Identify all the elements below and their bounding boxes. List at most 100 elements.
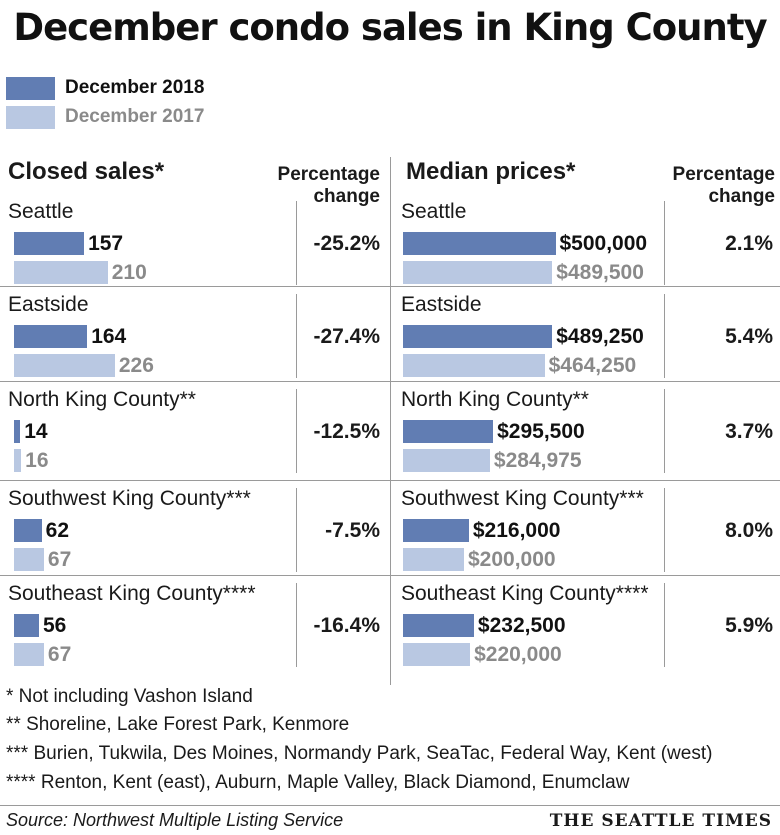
median-value-label-2017: $200,000 (468, 548, 556, 571)
median-value-label-2018: $500,000 (559, 232, 648, 255)
median-region-label: Seattle (401, 200, 467, 223)
closed-row-separator (0, 286, 390, 287)
closed-pct-divider (296, 201, 297, 285)
closed-value-label-2017: 67 (47, 548, 72, 571)
closed-bar-2017 (14, 449, 22, 472)
closed-region-label: Seattle (8, 200, 74, 223)
closed-value-label-2017: 16 (25, 449, 49, 472)
closed-bar-2017 (14, 643, 44, 666)
closed-row-separator (0, 480, 390, 481)
closed-value-label-2017: 67 (47, 643, 72, 666)
closed-bar-2017 (14, 548, 44, 571)
legend-item-2018: December 2018 (6, 76, 204, 100)
median-bar-2017 (403, 261, 553, 284)
closed-value-label-2018: 14 (24, 420, 48, 443)
closed-pct-heading-line2: change (313, 186, 380, 207)
legend-item-2017: December 2017 (6, 105, 204, 129)
median-pct-change: 3.7% (725, 420, 773, 443)
median-value-label-2017: $464,250 (548, 354, 637, 377)
median-region-label: Eastside (401, 293, 482, 316)
median-value-label-2017: $489,500 (556, 261, 644, 284)
median-bar-2017 (403, 449, 490, 472)
median-bar-2018 (403, 519, 469, 542)
closed-sales-heading: Closed sales* (8, 158, 165, 185)
median-pct-heading: Percentage change (655, 164, 775, 208)
median-prices-heading: Median prices* (406, 158, 576, 185)
closed-row-separator (0, 575, 390, 576)
source-note: Source: Northwest Multiple Listing Servi… (6, 810, 344, 830)
median-pct-divider (664, 488, 665, 572)
closed-value-label-2018: 56 (42, 614, 67, 637)
closed-pct-heading-line1: Percentage (277, 164, 380, 185)
median-region-label: Southwest King County*** (401, 487, 644, 510)
closed-value-label-2017: 226 (118, 354, 154, 377)
median-bar-2017 (403, 548, 464, 571)
legend-label-2017: December 2017 (65, 106, 205, 127)
median-bar-2018 (403, 325, 553, 348)
median-value-label-2017: $220,000 (474, 643, 562, 666)
closed-region-label: Southwest King County*** (8, 487, 251, 510)
closed-value-label-2018: 62 (45, 519, 70, 542)
footer-divider (0, 805, 780, 806)
closed-pct-change: -7.5% (325, 519, 380, 542)
footnote-4: **** Renton, Kent (east), Auburn, Maple … (6, 772, 630, 793)
legend-swatch-2017 (6, 105, 55, 129)
median-bar-2018 (403, 420, 494, 443)
closed-value-label-2018: 164 (91, 325, 127, 348)
closed-region-label: Southeast King County**** (8, 582, 256, 605)
closed-bar-2018 (14, 325, 88, 348)
closed-bar-2017 (14, 354, 115, 377)
median-pct-change: 2.1% (725, 232, 773, 255)
closed-bar-2018 (14, 420, 21, 443)
median-value-label-2017: $284,975 (493, 449, 582, 472)
closed-bar-2017 (14, 261, 108, 284)
median-pct-heading-line1: Percentage (672, 164, 775, 185)
median-bar-2018 (403, 232, 556, 255)
closed-bar-2018 (14, 519, 42, 542)
median-row-separator (390, 381, 780, 382)
median-region-label: North King County** (401, 388, 589, 411)
median-pct-divider (664, 389, 665, 473)
median-bar-2018 (403, 614, 474, 637)
footnote-1: * Not including Vashon Island (6, 686, 253, 707)
legend-label-2018: December 2018 (65, 77, 205, 98)
closed-pct-heading: Percentage change (260, 164, 380, 208)
closed-pct-divider (296, 389, 297, 473)
chart-title: December condo sales in King County (13, 6, 767, 49)
median-pct-change: 8.0% (725, 519, 773, 542)
median-row-separator (390, 575, 780, 576)
median-row-separator (390, 286, 780, 287)
closed-pct-divider (296, 583, 297, 667)
closed-pct-change: -16.4% (313, 614, 380, 637)
median-pct-heading-line2: change (708, 186, 775, 207)
median-pct-change: 5.4% (725, 325, 773, 348)
publisher-logo: THE SEATTLE TIMES (549, 811, 772, 831)
closed-value-label-2017: 210 (111, 261, 147, 284)
median-row-separator (390, 480, 780, 481)
closed-pct-divider (296, 488, 297, 572)
closed-bar-2018 (14, 232, 85, 255)
closed-pct-change: -25.2% (313, 232, 380, 255)
closed-row-separator (0, 381, 390, 382)
median-pct-change: 5.9% (725, 614, 773, 637)
closed-pct-change: -27.4% (313, 325, 380, 348)
median-value-label-2018: $295,500 (497, 420, 585, 443)
median-pct-divider (664, 294, 665, 378)
panel-divider (390, 157, 391, 685)
footnote-3: *** Burien, Tukwila, Des Moines, Normand… (6, 743, 713, 764)
closed-bar-2018 (14, 614, 39, 637)
closed-region-label: Eastside (8, 293, 89, 316)
median-value-label-2018: $216,000 (472, 519, 561, 542)
closed-pct-change: -12.5% (313, 420, 380, 443)
median-bar-2017 (403, 643, 471, 666)
closed-pct-divider (296, 294, 297, 378)
footnote-2: ** Shoreline, Lake Forest Park, Kenmore (6, 714, 350, 735)
median-bar-2017 (403, 354, 545, 377)
legend-swatch-2018 (6, 76, 55, 100)
median-value-label-2018: $489,250 (556, 325, 644, 348)
closed-region-label: North King County** (8, 388, 196, 411)
closed-value-label-2018: 157 (88, 232, 124, 255)
median-value-label-2018: $232,500 (477, 614, 566, 637)
median-pct-divider (664, 201, 665, 285)
median-pct-divider (664, 583, 665, 667)
